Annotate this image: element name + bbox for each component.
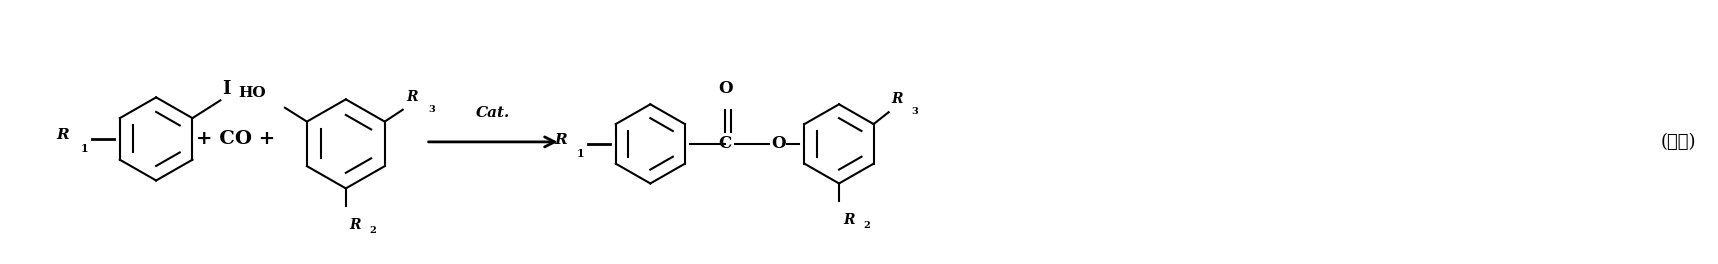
Text: R: R — [844, 213, 854, 227]
Text: C: C — [718, 135, 732, 152]
Text: 2: 2 — [862, 221, 869, 230]
Text: HO: HO — [239, 86, 266, 100]
Text: + CO +: + CO + — [196, 130, 275, 148]
Text: R: R — [407, 90, 417, 104]
Text: 3: 3 — [430, 105, 435, 114]
Text: 1: 1 — [81, 143, 88, 154]
Text: 1: 1 — [577, 148, 584, 159]
Text: Cat.: Cat. — [476, 106, 510, 120]
Text: R: R — [892, 92, 904, 106]
Text: R: R — [350, 218, 361, 232]
Text: R: R — [555, 133, 567, 147]
Text: R: R — [57, 128, 69, 142]
Text: 2: 2 — [369, 226, 376, 235]
Text: 3: 3 — [912, 107, 919, 116]
Text: O: O — [771, 135, 785, 152]
Text: (式二): (式二) — [1661, 133, 1696, 151]
Text: O: O — [718, 80, 732, 97]
Text: I: I — [222, 80, 230, 98]
